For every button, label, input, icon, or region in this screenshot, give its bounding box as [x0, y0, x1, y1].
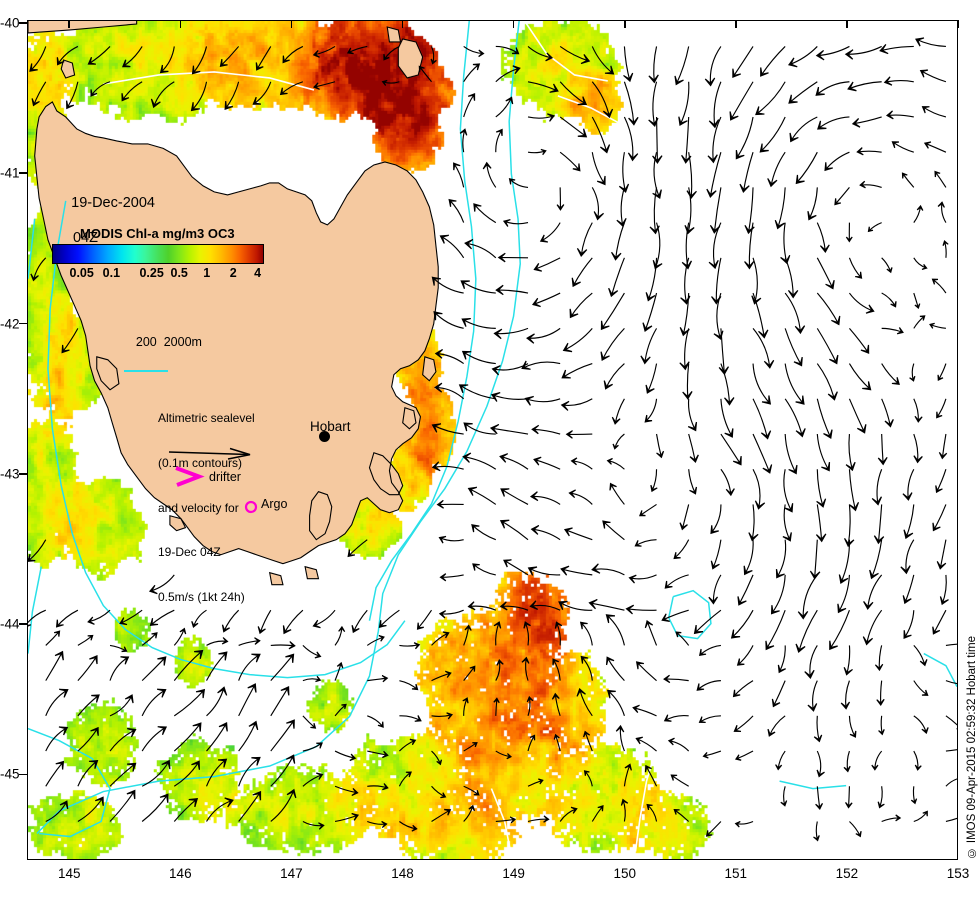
drifter-legend: drifter	[175, 466, 241, 493]
credit-text: © IMOS 09-Apr-2015 02:59:32 Hobart time	[966, 636, 978, 859]
y-tick-mark-1	[19, 172, 27, 175]
bathymetry-legend-swatch	[124, 369, 168, 373]
colorbar-tick-labels: 0.05 0.1 0.25 0.5 1 2 4	[52, 266, 264, 284]
x-tick-label-4: 149	[502, 866, 525, 881]
y-tick-label-4: -44	[0, 616, 20, 632]
hobart-dot-icon	[319, 431, 330, 442]
colorbar-tick-0: 0.05	[69, 266, 94, 280]
drifter-icon	[175, 466, 205, 487]
altimetry-note-line-5: 0.5m/s (1kt 24h)	[158, 590, 245, 605]
x-tick-mark-4	[512, 20, 515, 28]
y-tick-label-2: -42	[0, 316, 20, 332]
date-stamp-time: 04Z	[73, 230, 98, 247]
argo-icon	[244, 500, 258, 514]
colorbar-title: MODIS Chl-a mg/m3 OC3	[80, 226, 235, 241]
argo-legend-label: Argo	[261, 497, 288, 511]
hobart-label: Hobart	[310, 419, 351, 434]
colorbar-tick-2: 0.25	[139, 266, 164, 280]
x-tick-mark-2	[290, 20, 293, 28]
y-tick-label-3: -43	[0, 466, 20, 482]
altimetry-note: Altimetric sealevel (0.1m contours) and …	[158, 382, 255, 635]
hobart-city-marker: Hobart	[310, 418, 351, 442]
bathymetry-legend: 200 2000m	[122, 320, 202, 403]
x-tick-label-1: 146	[169, 866, 192, 881]
x-tick-mark-1	[179, 20, 182, 28]
x-tick-label-5: 150	[613, 866, 636, 881]
drifter-legend-label: drifter	[209, 470, 241, 484]
colorbar: MODIS Chl-a mg/m3 OC3 0.05 0.1 0.25 0.5 1 2 4	[52, 226, 264, 284]
x-tick-mark-8	[957, 20, 959, 28]
colorbar-tick-5: 2	[229, 266, 237, 280]
altimetry-note-line-4: 19-Dec 04Z	[158, 545, 221, 560]
x-tick-mark-7	[846, 20, 848, 28]
argo-legend: Argo	[243, 497, 287, 520]
date-stamp-date: 19-Dec-2004	[71, 194, 155, 211]
x-tick-label-8: 153	[946, 866, 970, 881]
x-tick-mark-6	[735, 20, 737, 28]
x-tick-mark-0	[68, 20, 70, 28]
y-tick-mark-2	[19, 322, 27, 325]
y-tick-mark-3	[19, 473, 27, 475]
y-tick-mark-4	[19, 623, 27, 625]
x-tick-mark-3	[401, 20, 404, 28]
colorbar-tick-6: 4	[254, 266, 262, 280]
x-tick-label-6: 151	[724, 866, 748, 881]
colorbar-gradient	[52, 244, 264, 264]
date-stamp: 19-Dec-2004 04Z	[55, 177, 155, 283]
altimetry-note-line-3: and velocity for	[158, 500, 239, 515]
altimetry-note-line-2: (0.1m contours)	[158, 455, 243, 470]
colorbar-tick-4: 1	[203, 266, 211, 280]
x-tick-label-7: 152	[835, 866, 859, 881]
x-tick-label-2: 147	[280, 866, 303, 881]
y-tick-label-5: -45	[0, 766, 20, 782]
bathymetry-legend-label: 200 2000m	[135, 335, 202, 350]
colorbar-tick-1: 0.1	[102, 266, 121, 280]
velocity-scale-arrow-icon	[168, 447, 251, 460]
altimetry-note-line-1: Altimetric sealevel	[158, 411, 255, 426]
x-tick-mark-5	[623, 20, 626, 28]
y-tick-label-0: -40	[0, 15, 20, 31]
velocity-scale-arrow	[168, 445, 260, 468]
colorbar-tick-3: 0.5	[170, 266, 188, 280]
x-tick-label-3: 148	[391, 866, 414, 881]
y-tick-label-1: -41	[0, 165, 20, 181]
y-tick-mark-5	[19, 773, 27, 776]
y-tick-mark-0	[19, 22, 27, 24]
x-tick-label-0: 145	[57, 866, 81, 881]
